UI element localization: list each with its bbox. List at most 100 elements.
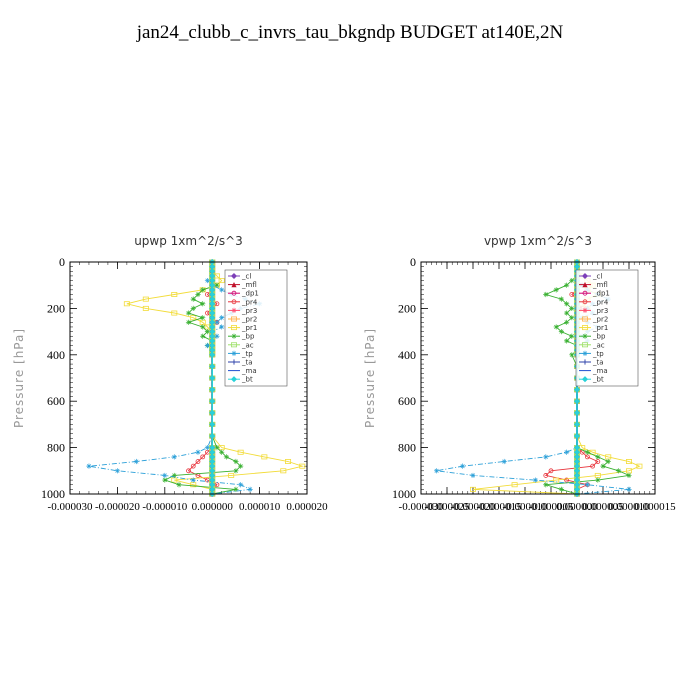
vpwp-plot: vpwp 1xm^2/s^3 Pressure [hPa] 0 200 400 600 80… (363, 234, 676, 513)
point-marker (204, 445, 211, 451)
legend-label: _ac (592, 341, 605, 349)
y-ticks: 0 200 400 600 800 1000 (392, 255, 655, 501)
point-marker (558, 486, 564, 492)
point-marker (230, 325, 237, 331)
point-marker (626, 486, 632, 492)
point-marker (219, 315, 225, 321)
point-marker (569, 305, 575, 311)
point-marker (582, 359, 588, 365)
point-marker (582, 290, 588, 296)
legend-label: _ma (592, 367, 608, 375)
x-tick-label: -0.000010 (503, 501, 548, 513)
point-marker (626, 459, 633, 465)
point-marker (176, 482, 182, 488)
legend-label: _pr4 (592, 298, 609, 306)
y-axis-label: Pressure [hPa] (363, 328, 377, 428)
y-tick-label: 1000 (41, 487, 65, 501)
x-tick-label: -0.000015 (477, 501, 522, 513)
panel-title: vpwp 1xm^2/s^3 (484, 234, 592, 248)
point-marker (209, 421, 216, 428)
point-marker (532, 477, 538, 483)
point-marker (595, 454, 601, 460)
point-marker (247, 486, 253, 492)
point-marker (190, 463, 196, 469)
point-marker (230, 342, 237, 348)
point-marker (600, 463, 606, 469)
point-marker (230, 316, 237, 322)
point-marker (564, 282, 570, 288)
point-marker (171, 310, 178, 316)
point-marker (590, 463, 595, 469)
point-marker (582, 350, 588, 356)
upwp-plot: upwp 1xm^2/s^3 Pressure [hPa] 0 200 400 600 80… (12, 234, 328, 513)
point-marker (231, 359, 237, 365)
point-marker (219, 324, 225, 330)
point-marker (573, 398, 581, 405)
point-marker (214, 445, 220, 451)
legend-label: _pr2 (592, 316, 608, 324)
point-marker (237, 449, 244, 455)
point-marker (585, 454, 590, 460)
point-marker (564, 319, 570, 325)
point-marker (230, 376, 238, 383)
x-tick-label: -0.000020 (451, 501, 496, 513)
point-marker (209, 398, 216, 405)
legend-label: _pr3 (241, 307, 257, 315)
x-tick-label: 0.000010 (239, 501, 281, 513)
point-marker (553, 324, 559, 330)
point-marker (142, 296, 149, 302)
point-marker (200, 301, 206, 307)
point-marker (261, 454, 268, 460)
point-marker (142, 305, 149, 311)
point-marker (185, 310, 192, 316)
x-tick-label: 0.000015 (634, 501, 676, 513)
point-marker (195, 449, 201, 455)
point-marker (460, 463, 466, 469)
legend-label: _pr1 (241, 324, 257, 332)
legend: _cl_mfl_dp1_pr4_pr3_pr2_pr1_bp_ac_tp_ta_… (224, 269, 288, 387)
point-marker (564, 310, 570, 316)
legend-label: _tp (592, 350, 604, 358)
plot-frame (420, 261, 656, 495)
point-marker (231, 350, 237, 356)
point-marker (218, 278, 225, 284)
legend-label: _mfl (592, 281, 608, 289)
point-marker (209, 363, 216, 370)
y-tick-label: 600 (47, 394, 65, 408)
legend-label: _bp (592, 333, 606, 341)
point-marker (228, 472, 235, 478)
point-marker (558, 296, 564, 302)
y-tick-label: 400 (398, 348, 416, 362)
point-marker (636, 463, 643, 469)
y-tick-label: 0 (410, 255, 416, 269)
legend-label: _ta (241, 359, 253, 367)
point-marker (299, 463, 306, 469)
point-marker (553, 287, 559, 293)
x-tick-label: -0.000020 (95, 501, 140, 513)
point-marker (470, 472, 476, 479)
legend-label: _ac (241, 341, 254, 349)
point-marker (214, 319, 220, 325)
point-marker (186, 468, 191, 474)
point-marker (582, 325, 589, 331)
point-marker (569, 292, 575, 297)
point-marker (595, 477, 601, 483)
x-tick-label: -0.000025 (425, 501, 470, 513)
point-marker (564, 301, 570, 307)
point-marker (233, 486, 239, 492)
point-marker (190, 315, 197, 321)
point-marker (114, 468, 120, 474)
point-marker (501, 458, 507, 465)
point-marker (469, 486, 476, 492)
point-marker (185, 319, 192, 325)
point-marker (230, 272, 238, 280)
point-marker (231, 299, 237, 305)
legend-label: _pr3 (592, 307, 608, 315)
point-marker (231, 333, 237, 339)
point-marker (223, 454, 230, 460)
point-marker (190, 477, 196, 483)
legend-label: _bt (592, 376, 604, 384)
point-marker (231, 307, 237, 313)
point-marker (511, 482, 518, 488)
y-tick-label: 0 (59, 255, 65, 269)
